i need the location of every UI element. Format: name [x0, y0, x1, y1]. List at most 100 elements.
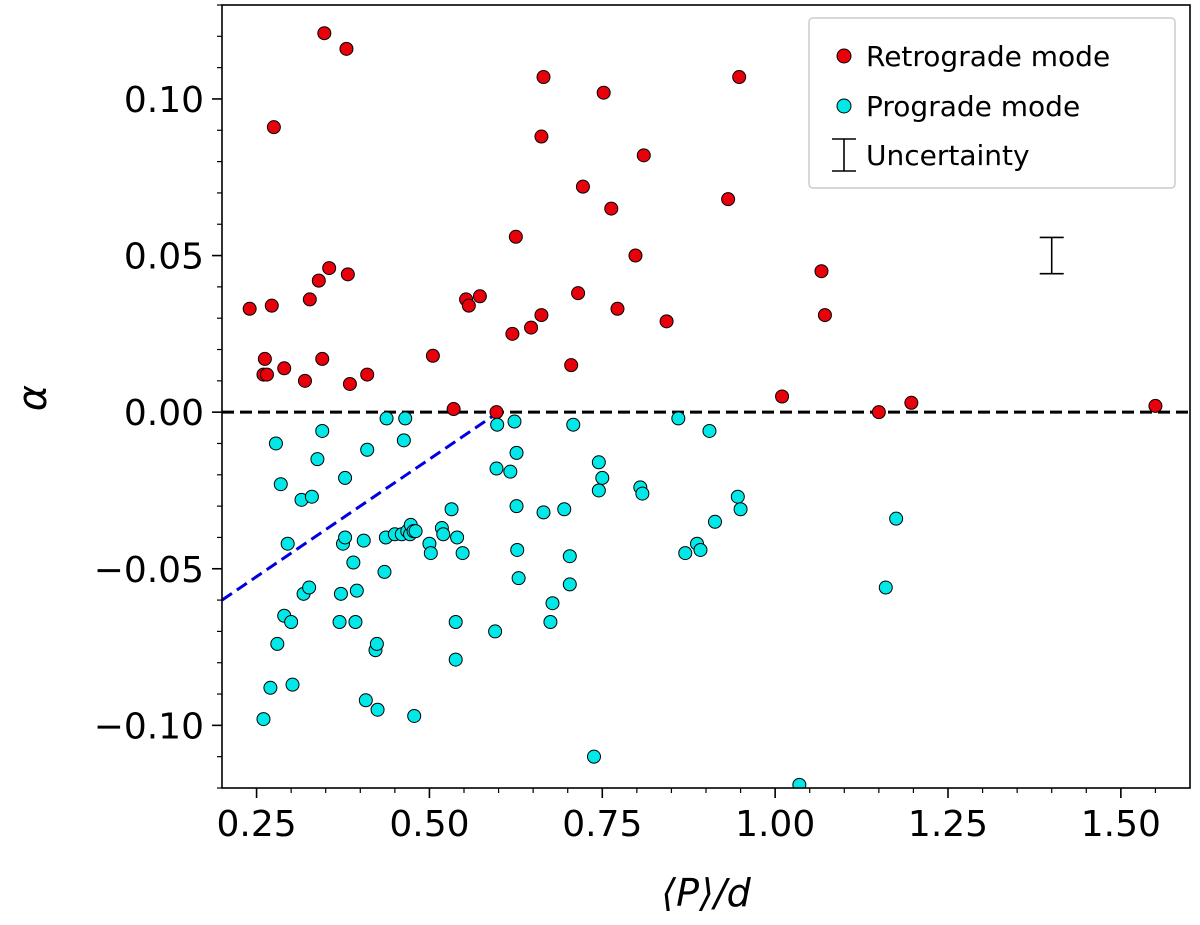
legend-uncertainty-icon: [832, 138, 856, 172]
legend-box: [808, 17, 1176, 189]
y-tick-label: −0.05: [94, 550, 204, 591]
prograde-point: [591, 483, 606, 498]
x-tick-label: 1.00: [735, 804, 815, 845]
retrograde-point: [505, 326, 520, 341]
blue-dashed-line: [222, 410, 500, 602]
retrograde-point: [628, 248, 643, 263]
x-tick-label: 1.25: [908, 804, 988, 845]
prograde-point: [284, 615, 299, 630]
retrograde-point: [322, 261, 337, 276]
prograde-point: [586, 749, 601, 764]
retrograde-point: [461, 298, 476, 313]
prograde-point: [545, 596, 560, 611]
prograde-point: [507, 414, 522, 429]
prograde-point: [436, 527, 451, 542]
prograde-point: [562, 577, 577, 592]
prograde-point: [348, 615, 363, 630]
prograde-point: [407, 708, 422, 723]
prograde-point: [268, 436, 283, 451]
retrograde-point: [302, 292, 317, 307]
retrograde-point: [266, 120, 281, 135]
retrograde-point: [257, 351, 272, 366]
prograde-point: [285, 677, 300, 692]
legend-retrograde-marker: [836, 48, 852, 64]
retrograde-point: [596, 85, 611, 100]
prograde-point: [450, 530, 465, 545]
prograde-point: [591, 455, 606, 470]
prograde-point: [730, 489, 745, 504]
retrograde-point: [536, 70, 551, 85]
retrograde-point: [264, 298, 279, 313]
prograde-point: [448, 615, 463, 630]
prograde-point: [693, 542, 708, 557]
retrograde-point: [659, 314, 674, 329]
prograde-point: [338, 470, 353, 485]
retrograde-point: [242, 301, 257, 316]
retrograde-point: [508, 229, 523, 244]
retrograde-point: [604, 201, 619, 216]
retrograde-point: [317, 26, 332, 41]
y-tick-label: 0.10: [124, 80, 204, 121]
prograde-point: [408, 524, 423, 539]
x-tick-label: 1.50: [1081, 804, 1161, 845]
prograde-point: [448, 652, 463, 667]
legend: Retrograde mode Prograde mode Uncertaint…: [808, 17, 1176, 189]
retrograde-point: [814, 264, 829, 279]
legend-retrograde-label: Retrograde mode: [866, 40, 1110, 73]
retrograde-point: [489, 405, 504, 420]
retrograde-point: [732, 70, 747, 85]
prograde-point: [349, 583, 364, 598]
prograde-point: [256, 712, 271, 727]
prograde-point: [490, 417, 505, 432]
prograde-point: [398, 411, 413, 426]
retrograde-point: [904, 395, 919, 410]
retrograde-point: [636, 148, 651, 163]
retrograde-point: [259, 367, 274, 382]
retrograde-point: [425, 348, 440, 363]
prograde-point: [671, 411, 686, 426]
y-tick-label: 0.00: [124, 393, 204, 434]
prograde-point: [557, 502, 572, 517]
prograde-point: [733, 502, 748, 517]
prograde-point: [635, 486, 650, 501]
prograde-point: [503, 464, 518, 479]
retrograde-point: [871, 405, 886, 420]
retrograde-point: [297, 373, 312, 388]
retrograde-point: [564, 358, 579, 373]
prograde-point: [370, 702, 385, 717]
prograde-point: [338, 530, 353, 545]
prograde-point: [511, 571, 526, 586]
prograde-point: [423, 546, 438, 561]
prograde-point: [792, 777, 807, 788]
prograde-point: [332, 615, 347, 630]
prograde-point: [707, 514, 722, 529]
legend-prograde-marker: [836, 98, 852, 114]
retrograde-point: [339, 41, 354, 56]
prograde-point: [702, 423, 717, 438]
prograde-point: [369, 636, 384, 651]
prograde-point: [315, 423, 330, 438]
retrograde-point: [342, 376, 357, 391]
prograde-point: [358, 693, 373, 708]
retrograde-point: [571, 286, 586, 301]
prograde-point: [509, 445, 524, 460]
retrograde-point: [775, 389, 790, 404]
retrograde-point: [446, 402, 461, 417]
axes: 0.25 0.50 0.75 1.00 1.25 1.50 −0.10 −0.05 0.00 0.…: [94, 4, 1161, 845]
prograde-point: [488, 624, 503, 639]
prograde-point: [346, 555, 361, 570]
prograde-point: [280, 536, 295, 551]
prograde-point: [396, 433, 411, 448]
x-tick-label: 0.25: [216, 804, 296, 845]
y-tick-label: 0.05: [124, 237, 204, 278]
retrograde-point: [534, 308, 549, 323]
legend-uncertainty-label: Uncertainty: [866, 139, 1030, 172]
retrograde-point: [1148, 398, 1163, 413]
prograde-point: [536, 505, 551, 520]
prograde-point: [509, 499, 524, 514]
legend-prograde-label: Prograde mode: [866, 90, 1080, 123]
prograde-point: [360, 442, 375, 457]
prograde-point: [878, 580, 893, 595]
